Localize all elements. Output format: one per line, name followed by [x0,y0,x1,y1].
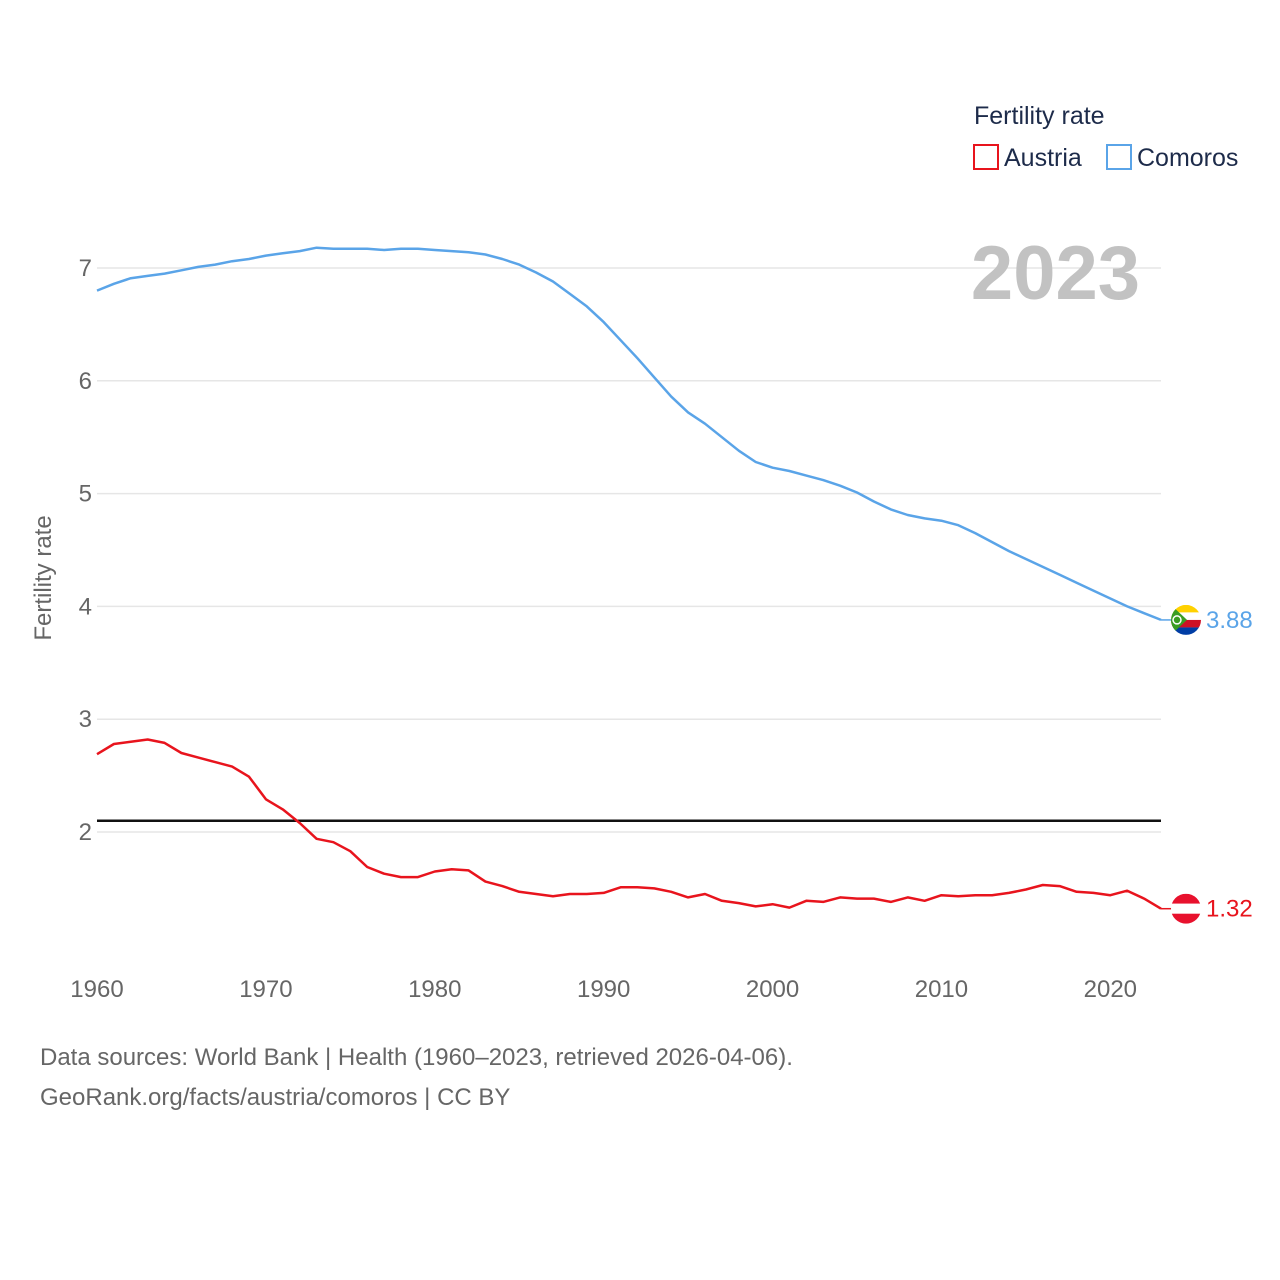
y-tick-7: 7 [79,255,92,282]
end-label-austria: 1.32 [1206,896,1253,923]
y-tick-4: 4 [79,593,92,620]
end-markers: 1.32 3.88 [1161,604,1253,924]
source-link[interactable]: GeoRank.org/facts/austria/comoros | CC B… [40,1084,511,1111]
x-tick-2020: 2020 [1084,976,1137,1003]
austria-flag-icon [1171,893,1201,924]
legend-label-austria: Austria [1004,144,1082,172]
legend-item-comoros[interactable]: Comoros [1106,144,1238,172]
legend-title: Fertility rate [974,102,1105,130]
year-label: 2023 [971,231,1140,316]
x-tick-2000: 2000 [746,976,799,1003]
comoros-flag-icon [1171,604,1201,635]
x-tick-1970: 1970 [239,976,292,1003]
legend-item-austria[interactable]: Austria [973,144,1082,172]
x-tick-2010: 2010 [915,976,968,1003]
data-sources-note: Data sources: World Bank | Health (1960–… [40,1044,793,1071]
x-tick-1960: 1960 [70,976,123,1003]
end-label-comoros: 3.88 [1206,607,1253,634]
y-tick-labels: 2 3 4 5 6 7 [79,255,92,846]
x-tick-1980: 1980 [408,976,461,1003]
legend-swatch-comoros [1106,144,1132,170]
gridlines [97,267,1161,833]
legend: Fertility rate Austria Comoros [973,102,1238,172]
y-axis-title: Fertility rate [30,515,57,640]
legend-swatch-austria [973,144,999,170]
y-tick-6: 6 [79,368,92,395]
legend-label-comoros: Comoros [1137,144,1238,172]
y-tick-5: 5 [79,481,92,508]
x-tick-1990: 1990 [577,976,630,1003]
series-line-comoros[interactable] [96,246,1162,622]
series-line-austria[interactable] [96,738,1162,910]
x-tick-labels: 1960 1970 1980 1990 2000 2010 2020 [70,976,1137,1003]
y-tick-3: 3 [79,706,92,733]
series-lines [96,246,1162,910]
y-tick-2: 2 [79,819,92,846]
